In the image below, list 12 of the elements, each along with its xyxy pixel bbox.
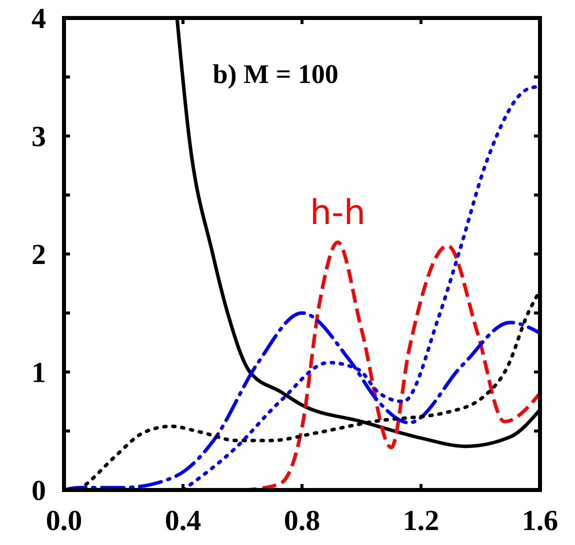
annotation: b) M = 100 xyxy=(212,58,338,89)
x-tick-label: 0.8 xyxy=(284,505,320,537)
y-tick-label: 1 xyxy=(32,357,46,390)
annotation: h-h xyxy=(310,193,366,234)
x-tick-label: 1.2 xyxy=(402,505,440,537)
y-tick-label: 4 xyxy=(32,3,46,36)
x-tick-label: 0.0 xyxy=(46,505,82,537)
y-tick-label: 2 xyxy=(32,239,46,272)
y-tick-label: 3 xyxy=(32,121,46,154)
y-tick-label: 0 xyxy=(32,475,46,508)
x-tick-label: 1.6 xyxy=(522,505,558,537)
x-tick-label: 0.4 xyxy=(164,505,202,537)
